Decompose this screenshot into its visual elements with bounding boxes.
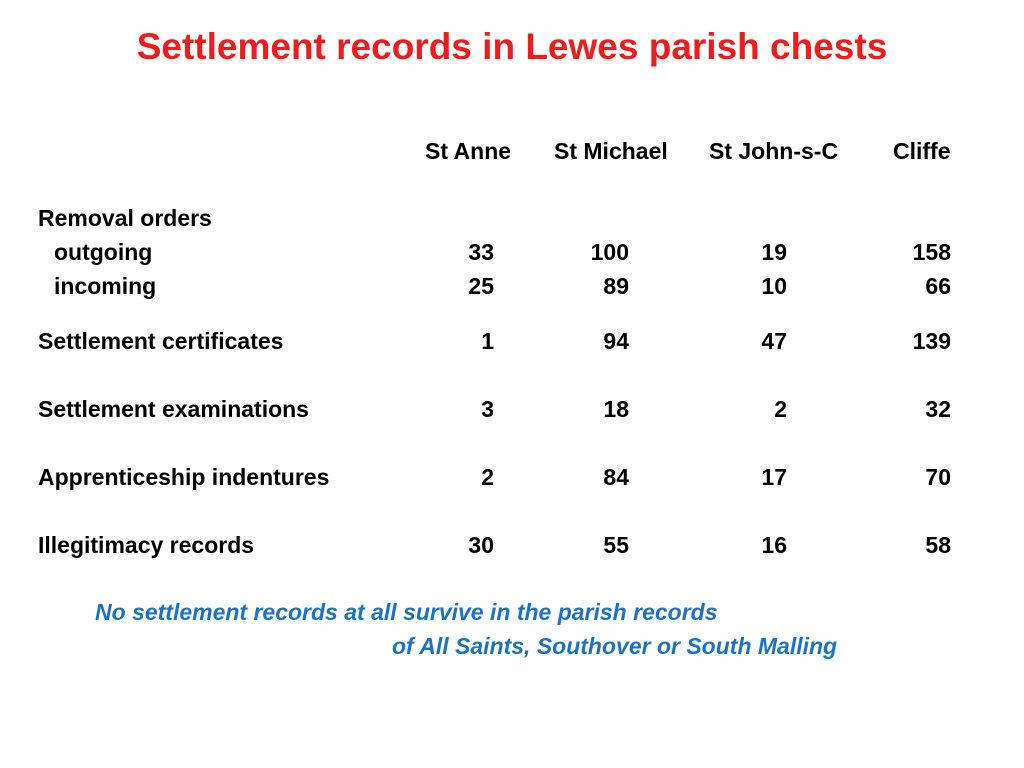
cell-outgoing-st-anne: 33 bbox=[468, 239, 494, 265]
cell-incoming-cliffe: 66 bbox=[925, 273, 951, 299]
column-header-st-anne: St Anne bbox=[425, 138, 512, 164]
cell-certificates-st-michael: 94 bbox=[603, 328, 629, 354]
slide-title: Settlement records in Lewes parish chest… bbox=[136, 26, 888, 67]
row-label-illegitimacy-records: Illegitimacy records bbox=[38, 532, 255, 558]
cell-certificates-cliffe: 139 bbox=[912, 328, 951, 354]
cell-certificates-st-anne: 1 bbox=[481, 328, 494, 354]
cell-illegitimacy-st-michael: 55 bbox=[603, 532, 629, 558]
cell-outgoing-st-michael: 100 bbox=[590, 239, 629, 265]
cell-incoming-st-anne: 25 bbox=[468, 273, 494, 299]
cell-indentures-st-anne: 2 bbox=[481, 464, 494, 490]
cell-illegitimacy-st-john-s-c: 16 bbox=[761, 532, 787, 558]
group-label-removal-orders: Removal orders bbox=[38, 205, 212, 231]
cell-examinations-cliffe: 32 bbox=[925, 396, 951, 422]
cell-indentures-st-john-s-c: 17 bbox=[761, 464, 787, 490]
column-header-st-john-s-c: St John-s-C bbox=[709, 138, 839, 164]
cell-incoming-st-john-s-c: 10 bbox=[761, 273, 787, 299]
cell-indentures-cliffe: 70 bbox=[925, 464, 951, 490]
row-label-settlement-examinations: Settlement examinations bbox=[38, 396, 309, 422]
cell-incoming-st-michael: 89 bbox=[603, 273, 629, 299]
note-line-1: No settlement records at all survive in … bbox=[95, 599, 718, 625]
cell-examinations-st-john-s-c: 2 bbox=[774, 396, 787, 422]
cell-outgoing-st-john-s-c: 19 bbox=[761, 239, 787, 265]
column-header-cliffe: Cliffe bbox=[893, 138, 951, 164]
row-label-apprenticeship-indentures: Apprenticeship indentures bbox=[38, 464, 330, 490]
cell-certificates-st-john-s-c: 47 bbox=[761, 328, 787, 354]
row-label-outgoing: outgoing bbox=[54, 239, 153, 265]
cell-examinations-st-michael: 18 bbox=[603, 396, 629, 422]
column-header-st-michael: St Michael bbox=[554, 138, 668, 164]
row-label-incoming: incoming bbox=[54, 273, 157, 299]
row-label-settlement-certificates: Settlement certificates bbox=[38, 328, 284, 354]
cell-indentures-st-michael: 84 bbox=[603, 464, 629, 490]
cell-illegitimacy-cliffe: 58 bbox=[925, 532, 951, 558]
note-line-2: of All Saints, Southover or South Mallin… bbox=[392, 633, 838, 659]
cell-examinations-st-anne: 3 bbox=[481, 396, 494, 422]
cell-outgoing-cliffe: 158 bbox=[912, 239, 951, 265]
cell-illegitimacy-st-anne: 30 bbox=[468, 532, 494, 558]
